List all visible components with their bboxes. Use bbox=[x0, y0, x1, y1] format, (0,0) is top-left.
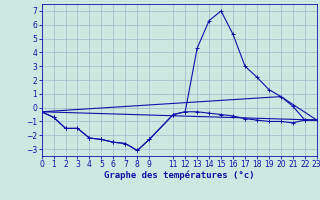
X-axis label: Graphe des températures (°c): Graphe des températures (°c) bbox=[104, 171, 254, 180]
